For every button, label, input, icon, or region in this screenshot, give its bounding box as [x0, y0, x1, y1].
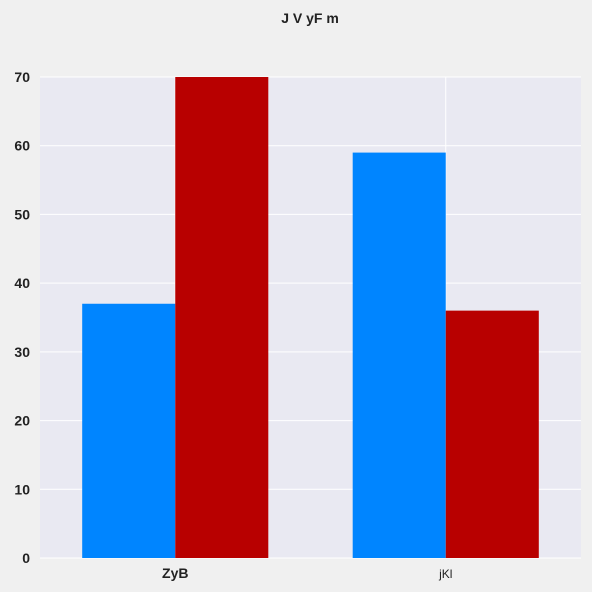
y-axis-ticks: 0 10 20 30 40 50 60 70 — [14, 69, 30, 566]
y-tick-label: 0 — [22, 550, 30, 566]
chart-title: J V yF m — [281, 10, 339, 26]
y-tick-label: 20 — [14, 413, 30, 429]
y-tick-label: 40 — [14, 275, 30, 291]
bar-ZyB-series-2 — [175, 77, 269, 558]
x-tick-label: jKl — [438, 567, 452, 581]
x-tick-label: ZyB — [162, 565, 188, 581]
y-tick-label: 30 — [14, 344, 30, 360]
y-tick-label: 60 — [14, 138, 30, 154]
bar-jKl-series-1 — [352, 152, 446, 559]
y-tick-label: 70 — [14, 69, 30, 85]
y-tick-label: 10 — [14, 481, 30, 497]
bar-jKl-series-2 — [445, 310, 539, 558]
bars — [82, 77, 539, 559]
bar-ZyB-series-1 — [82, 303, 176, 558]
y-tick-label: 50 — [14, 206, 30, 222]
x-axis-ticks: ZyB jKl — [162, 565, 452, 581]
